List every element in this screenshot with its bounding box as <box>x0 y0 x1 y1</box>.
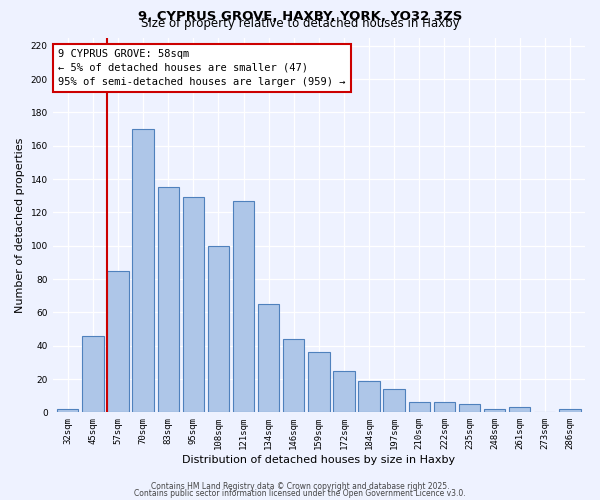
Bar <box>182 198 204 412</box>
Text: 9, CYPRUS GROVE, HAXBY, YORK, YO32 3ZS: 9, CYPRUS GROVE, HAXBY, YORK, YO32 3ZS <box>138 10 462 23</box>
Text: Contains public sector information licensed under the Open Government Licence v3: Contains public sector information licen… <box>134 488 466 498</box>
Bar <box>358 380 380 412</box>
Y-axis label: Number of detached properties: Number of detached properties <box>15 137 25 312</box>
Bar <box>283 339 304 412</box>
Bar <box>133 129 154 412</box>
Bar <box>208 246 229 412</box>
Bar <box>484 409 505 412</box>
Bar <box>459 404 480 412</box>
Bar <box>107 270 128 412</box>
Text: Size of property relative to detached houses in Haxby: Size of property relative to detached ho… <box>140 18 460 30</box>
Text: Contains HM Land Registry data © Crown copyright and database right 2025.: Contains HM Land Registry data © Crown c… <box>151 482 449 491</box>
Bar <box>509 408 530 412</box>
Bar <box>158 188 179 412</box>
Bar <box>258 304 279 412</box>
Bar <box>308 352 329 412</box>
Bar <box>559 409 581 412</box>
X-axis label: Distribution of detached houses by size in Haxby: Distribution of detached houses by size … <box>182 455 455 465</box>
Text: 9 CYPRUS GROVE: 58sqm
← 5% of detached houses are smaller (47)
95% of semi-detac: 9 CYPRUS GROVE: 58sqm ← 5% of detached h… <box>58 48 346 86</box>
Bar <box>333 370 355 412</box>
Bar <box>233 201 254 412</box>
Bar <box>434 402 455 412</box>
Bar <box>409 402 430 412</box>
Bar <box>57 409 79 412</box>
Bar <box>383 389 405 412</box>
Bar <box>82 336 104 412</box>
